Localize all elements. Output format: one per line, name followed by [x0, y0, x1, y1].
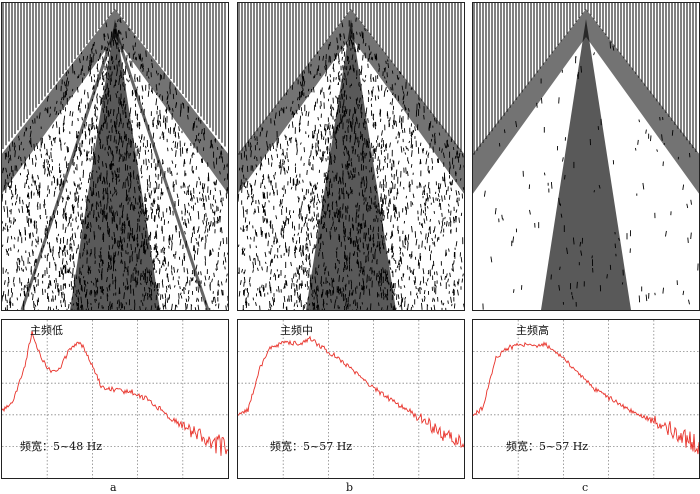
- spectrum-panel-b: 主频中 频宽：5~57 Hz: [237, 319, 465, 479]
- dominant-frequency-label-c: 主频高: [516, 324, 549, 337]
- bandwidth-label-c: 频宽：5~57 Hz: [506, 440, 589, 453]
- panel-letter-b: b: [346, 481, 354, 494]
- spectrum-plot-b: [238, 320, 464, 478]
- bandwidth-label-a: 频宽：5~48 Hz: [20, 440, 103, 453]
- seismic-traces: [473, 3, 699, 310]
- seismic-image-a: [2, 3, 228, 310]
- seismic-image-c: [473, 3, 699, 310]
- seismic-traces: [238, 3, 464, 310]
- spectrum-grid: [238, 320, 464, 478]
- spectrum-grid: [2, 320, 228, 478]
- dominant-frequency-label-a: 主频低: [30, 324, 63, 337]
- spectrum-curve: [473, 341, 699, 455]
- seismic-section-b: [237, 2, 465, 311]
- seismic-section-a: [1, 2, 229, 311]
- dominant-frequency-label-b: 主频中: [280, 324, 313, 337]
- spectrum-curve: [2, 330, 228, 456]
- spectrum-panel-c: 主频高 频宽：5~57 Hz: [472, 319, 700, 479]
- spectrum-panel-a: 主频低 频宽：5~48 Hz: [1, 319, 229, 479]
- seismic-image-b: [238, 3, 464, 310]
- spectrum-grid: [473, 320, 699, 478]
- panel-letter-a: a: [110, 481, 117, 494]
- seismic-section-c: [472, 2, 700, 311]
- panel-letter-c: c: [582, 481, 589, 494]
- seismic-traces: [2, 3, 228, 310]
- spectrum-curve: [238, 335, 464, 448]
- spectrum-plot-c: [473, 320, 699, 478]
- bandwidth-label-b: 频宽：5~57 Hz: [270, 440, 353, 453]
- spectrum-plot-a: [2, 320, 228, 478]
